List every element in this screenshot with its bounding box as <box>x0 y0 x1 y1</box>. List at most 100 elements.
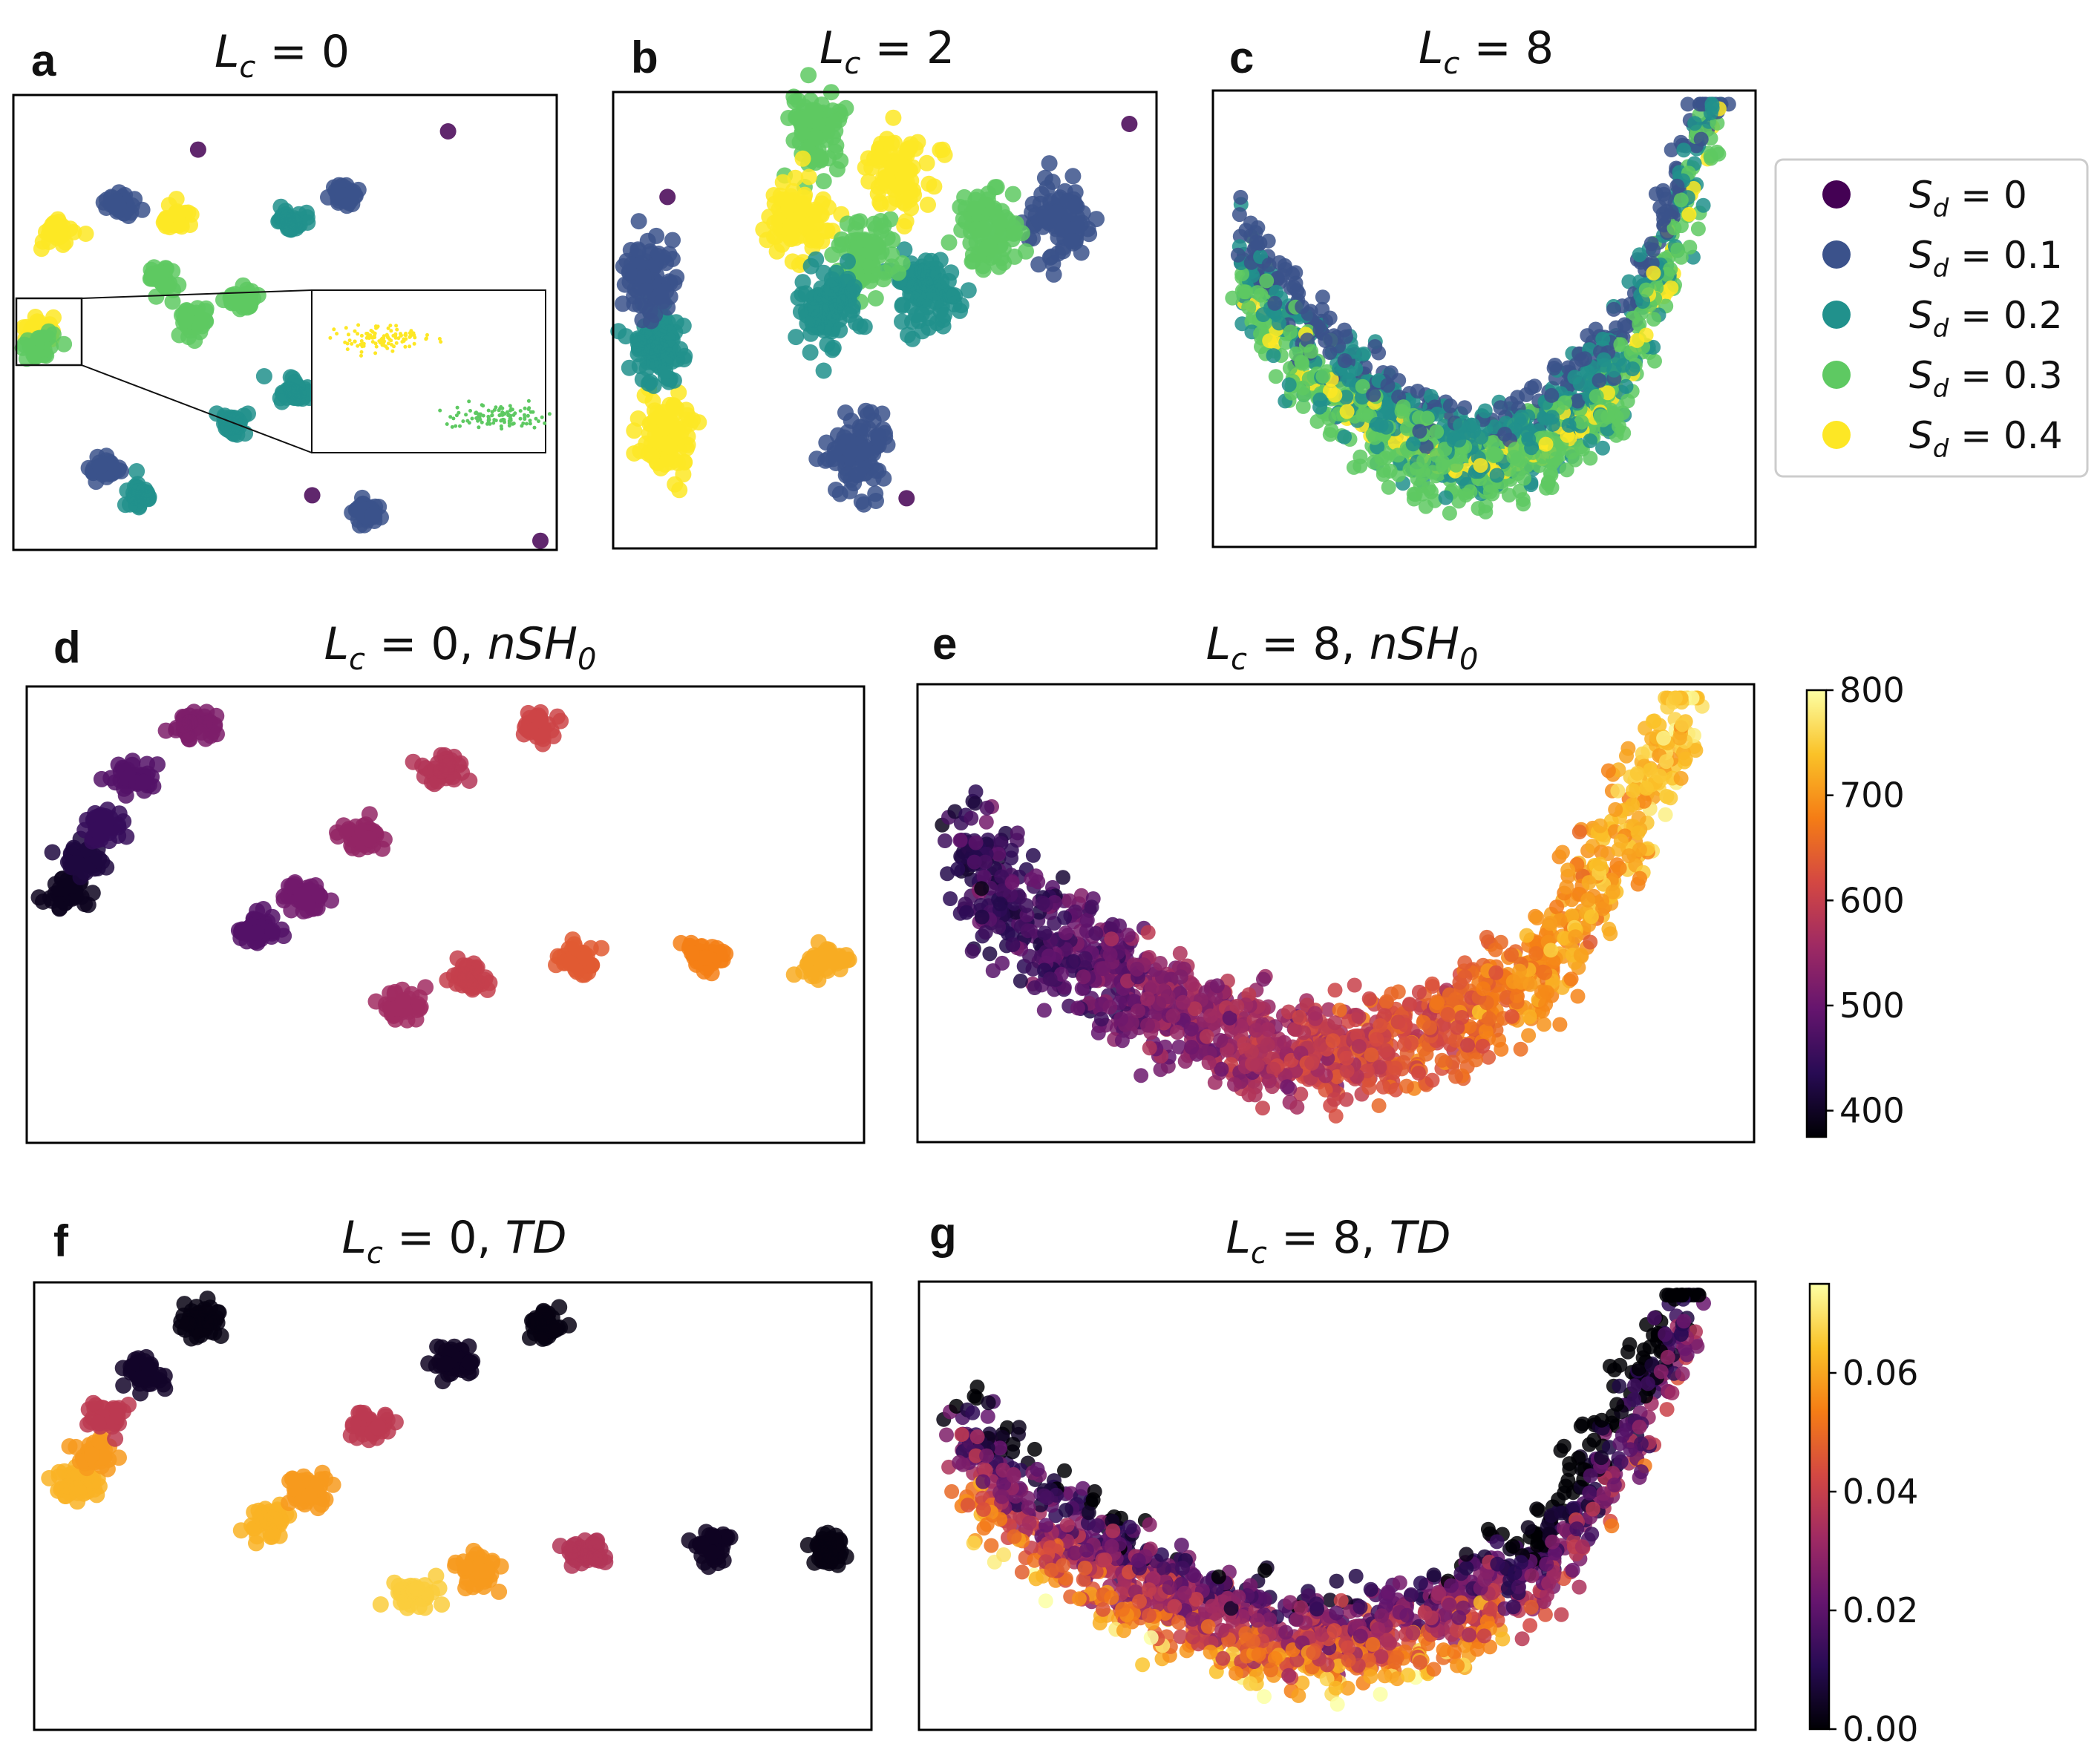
scatter-point <box>979 191 996 208</box>
scatter-point <box>955 211 972 227</box>
inset-point <box>526 399 531 403</box>
scatter-point <box>1272 255 1287 270</box>
inset-point <box>523 417 527 422</box>
scatter-point <box>1067 197 1084 214</box>
panel-d: d Lc = 0, nSH0 <box>25 618 866 1144</box>
scatter-point <box>338 197 356 214</box>
scatter-points-b <box>610 67 1138 513</box>
scatter-point <box>1337 353 1352 368</box>
inset-point <box>500 427 504 431</box>
inset-point <box>380 336 385 341</box>
scatter-point <box>1241 300 1257 315</box>
scatter-point <box>1424 976 1440 991</box>
scatter-point <box>837 99 854 117</box>
inset-point <box>506 413 511 418</box>
scatter-point <box>1549 899 1565 915</box>
scatter-point <box>1544 387 1560 403</box>
scatter-point <box>87 804 104 822</box>
scatter-point <box>943 891 958 906</box>
scatter-point <box>850 466 867 483</box>
scatter-point <box>900 327 916 344</box>
zoom-connector-bottom <box>81 364 313 453</box>
scatter-point <box>868 493 884 509</box>
legend-marker <box>1822 180 1851 209</box>
panel-label-d: d <box>53 623 81 672</box>
inset-point <box>491 421 496 425</box>
scatter-point <box>33 240 50 258</box>
scatter-point <box>1424 1072 1440 1088</box>
legend-marker <box>1822 301 1851 329</box>
scatter-point <box>1645 714 1661 729</box>
scatter-point <box>25 345 42 362</box>
panel-title-c: Lc = 8 <box>1419 22 1554 81</box>
scatter-point <box>641 425 658 442</box>
scatter-point <box>1501 488 1517 503</box>
scatter-point <box>1436 459 1451 475</box>
scatter-point <box>340 821 357 838</box>
inset-point <box>400 340 405 344</box>
inset-point <box>500 410 505 415</box>
scatter-point <box>1233 189 1249 205</box>
scatter-point <box>1272 315 1286 331</box>
scatter-point <box>1538 436 1554 452</box>
scatter-point <box>1687 116 1703 131</box>
scatter-point <box>797 186 814 203</box>
scatter-point <box>1610 783 1626 799</box>
inset-point <box>518 416 523 421</box>
scatter-point <box>1018 243 1034 260</box>
scatter-point <box>1448 457 1464 473</box>
scatter-point <box>182 217 198 233</box>
scatter-point <box>932 142 949 159</box>
axes-frame-a <box>12 94 558 551</box>
scatter-point <box>995 955 1010 971</box>
scatter-point <box>780 197 797 214</box>
scatter-point <box>192 324 209 341</box>
scatter-point <box>1561 418 1577 433</box>
scatter-point <box>1004 186 1021 203</box>
scatter-point <box>1451 433 1467 447</box>
scatter-point <box>1315 289 1330 305</box>
inset-point <box>464 413 468 417</box>
scatter-point <box>1328 1108 1344 1124</box>
inset-point <box>523 406 527 410</box>
zoom-inset-a <box>15 289 552 453</box>
scatter-point <box>648 227 665 244</box>
scatter-point <box>1230 247 1246 263</box>
scatter-point <box>658 283 675 300</box>
scatter-point <box>520 704 537 721</box>
scatter-point <box>1249 235 1264 250</box>
legend-label: Sd = 0 <box>1909 174 2027 223</box>
scatter-point <box>1695 197 1711 213</box>
scatter-point <box>101 833 117 850</box>
scatter-point <box>1489 468 1505 483</box>
scatter-point <box>1312 322 1328 338</box>
scatter-point <box>1024 204 1041 221</box>
scatter-point <box>1370 416 1385 432</box>
inset-point <box>526 413 530 418</box>
scatter-point <box>1381 479 1396 495</box>
scatter-point <box>1503 396 1519 411</box>
inset-point <box>385 332 389 337</box>
scatter-point <box>248 924 265 941</box>
inset-point <box>518 409 523 413</box>
inset-point <box>399 334 403 338</box>
scatter-point <box>1693 131 1709 147</box>
scatter-point <box>908 306 925 324</box>
scatter-point <box>552 712 569 729</box>
scatter-point <box>1529 911 1545 925</box>
inset-point <box>467 399 471 404</box>
scatter-point <box>1571 824 1587 839</box>
scatter-point <box>894 298 911 315</box>
scatter-point <box>629 346 647 363</box>
inset-point <box>547 412 552 416</box>
inset-point <box>508 404 512 408</box>
inset-point <box>507 421 511 425</box>
scatter-point <box>883 158 900 175</box>
scatter-point <box>1004 842 1019 858</box>
scatter-point <box>787 169 804 186</box>
scatter-point <box>920 319 938 336</box>
scatter-point <box>154 277 171 293</box>
inset-point <box>365 332 370 335</box>
scatter-point <box>1241 1087 1257 1103</box>
